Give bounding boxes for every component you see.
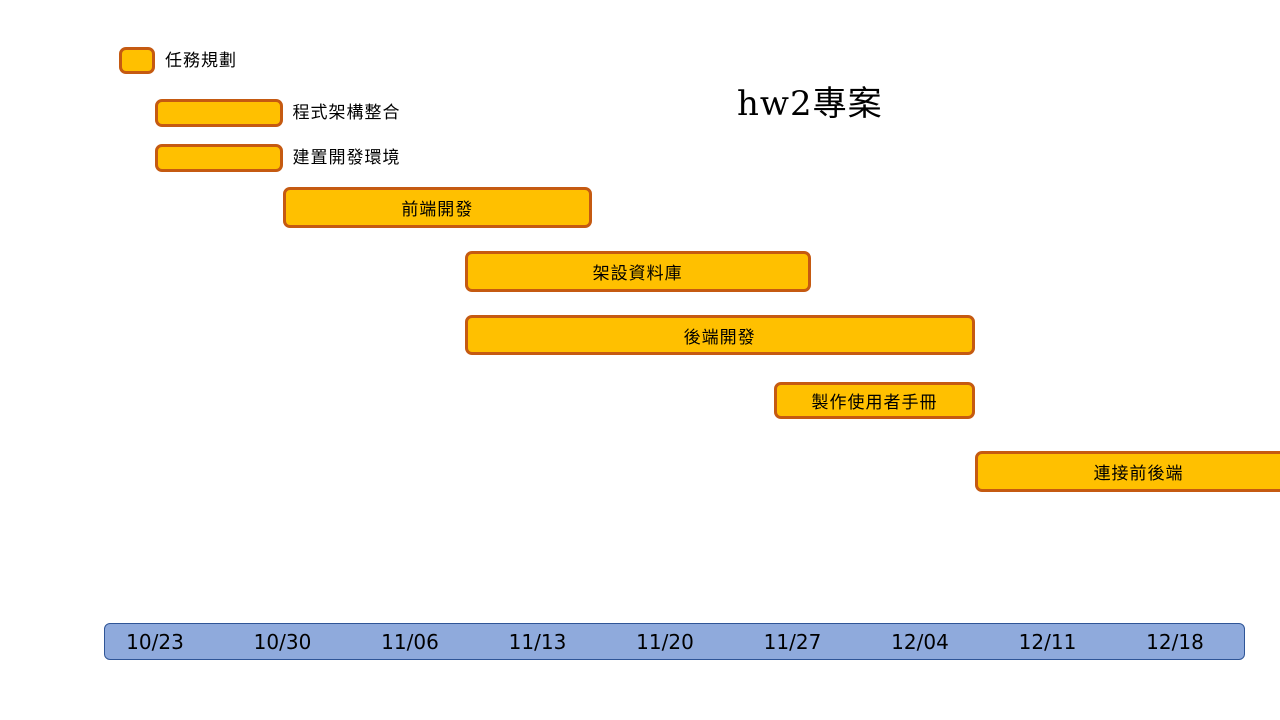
task-label: 後端開發 — [683, 327, 756, 348]
task-label: 架設資料庫 — [592, 264, 683, 284]
task-label: 前端開發 — [401, 200, 474, 220]
task-bar: 前端開發 — [282, 187, 593, 228]
timeline-tick-label: 10/23 — [126, 630, 184, 654]
task-label: 任務規劃 — [165, 50, 237, 71]
task-bar: 連接前後端 — [974, 451, 1280, 492]
task-bar — [155, 99, 283, 127]
timeline-tick-label: 11/27 — [763, 630, 822, 654]
chart-title: hw2專案 — [737, 84, 883, 124]
task-label: 建置開發環境 — [292, 148, 401, 168]
timeline-tick-label: 11/13 — [508, 630, 567, 654]
task-bar — [118, 47, 155, 74]
timeline-tick-label: 10/30 — [253, 630, 312, 654]
timeline-axis — [104, 623, 1245, 660]
timeline-tick-label: 11/06 — [381, 630, 439, 654]
task-bar — [155, 144, 283, 172]
timeline-tick-label: 12/18 — [1146, 630, 1204, 654]
task-bar: 製作使用者手冊 — [774, 382, 975, 419]
task-bar: 架設資料庫 — [464, 251, 811, 292]
task-label: 程式架構整合 — [292, 103, 401, 123]
task-label: 連接前後端 — [1093, 464, 1184, 484]
timeline-tick-label: 12/11 — [1018, 630, 1077, 654]
task-label: 製作使用者手冊 — [811, 393, 938, 413]
timeline-tick-label: 11/20 — [636, 630, 694, 654]
task-bar: 後端開發 — [464, 315, 975, 355]
timeline-tick-label: 12/04 — [891, 630, 949, 654]
